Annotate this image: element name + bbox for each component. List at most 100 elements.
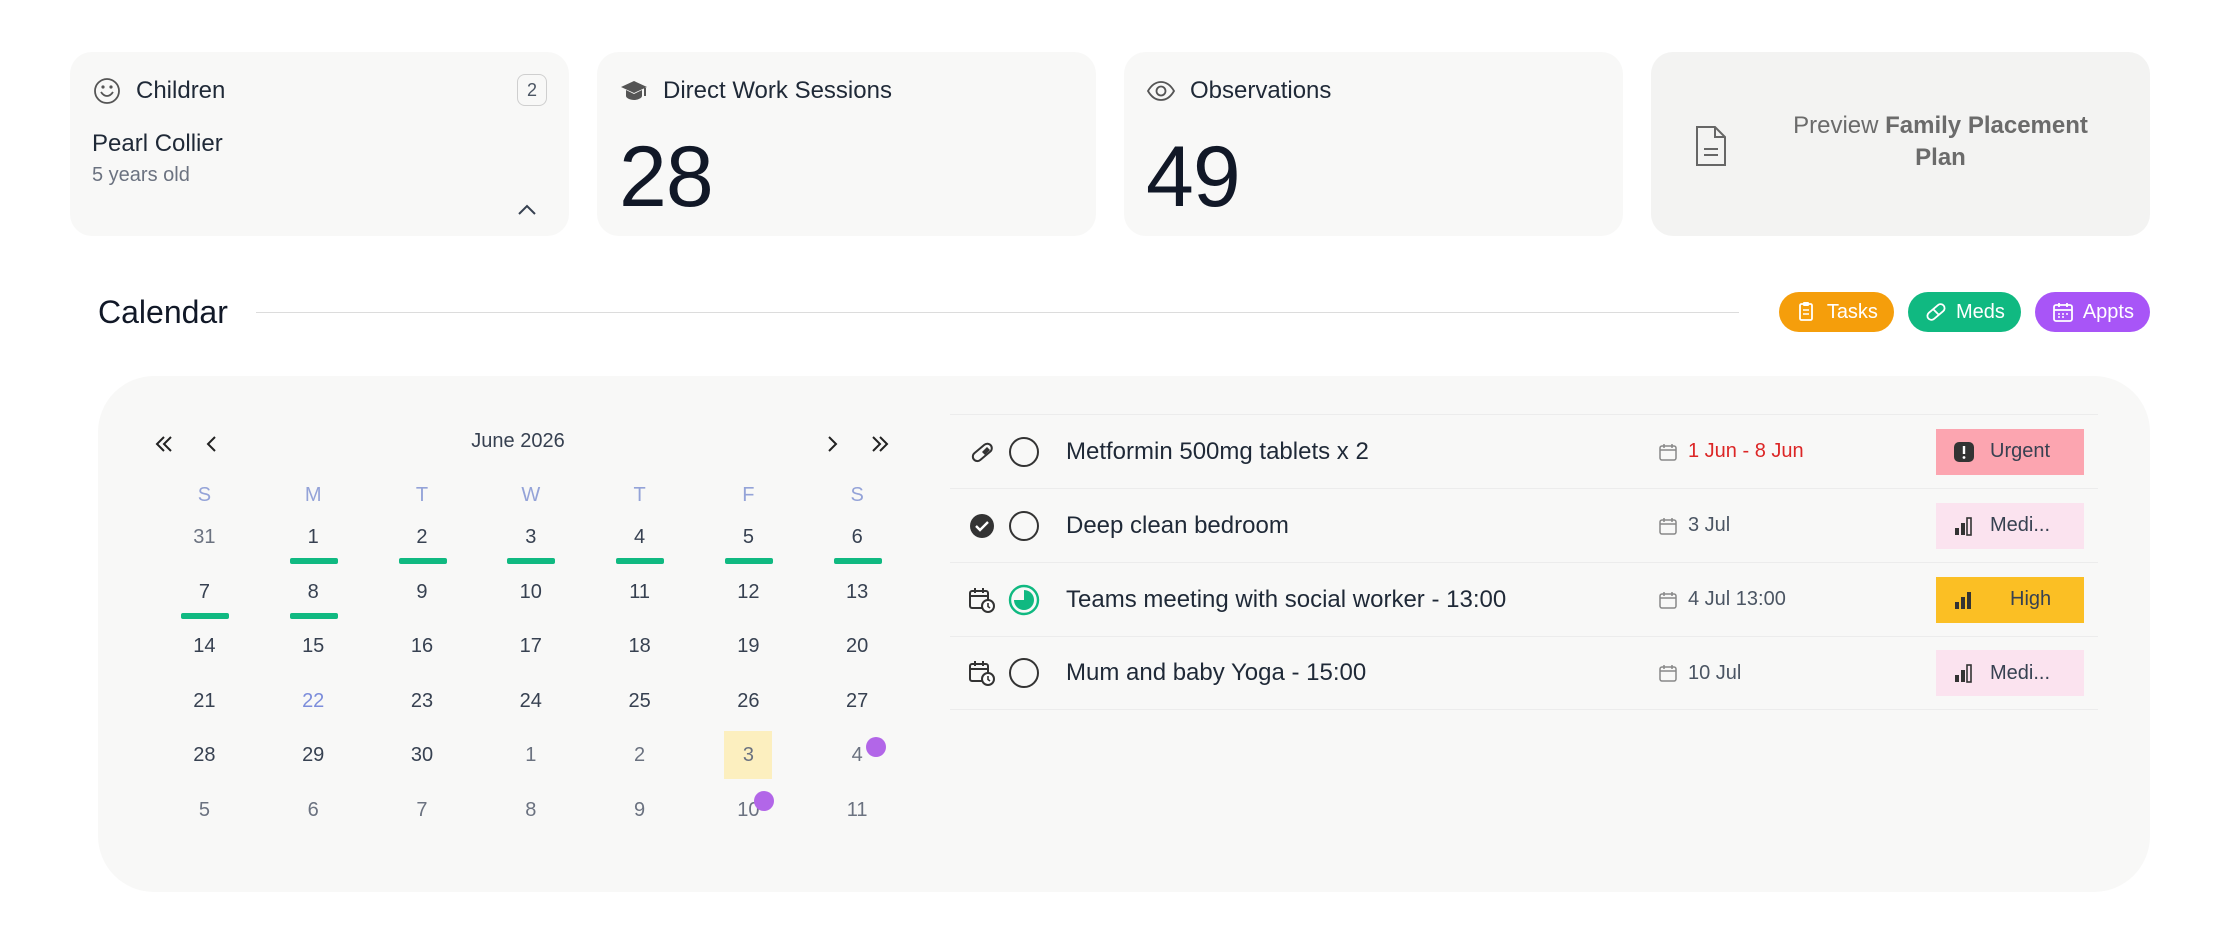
direct-work-sessions-card: Direct Work Sessions 28 [597,52,1096,236]
calendar-day[interactable]: 5 [694,520,803,575]
calendar-day[interactable]: 1 [259,520,368,575]
event-row[interactable]: Metformin 500mg tablets x 2 1 Jun - 8 Ju… [950,414,2098,488]
calendar-day[interactable]: 29 [259,738,368,793]
calendar-day[interactable]: 28 [150,738,259,793]
calendar-day[interactable]: 15 [259,629,368,684]
calendar-day[interactable]: 21 [150,684,259,739]
prev-month-icon[interactable] [198,430,226,458]
status-empty-circle-icon[interactable] [1008,657,1040,689]
calendar-day[interactable]: 8 [259,575,368,630]
calendar-day[interactable]: 19 [694,629,803,684]
child-icon [94,78,120,104]
divider [255,311,1739,313]
calendar-day[interactable]: 6 [803,520,912,575]
tasks-filter-button[interactable]: Tasks [1778,292,1894,332]
calendar-day[interactable]: 13 [803,575,912,630]
day-number: 7 [416,798,428,821]
priority-label: High [2010,588,2052,610]
month-label: June 2026 [471,430,565,452]
calendar-day[interactable]: 17 [476,629,585,684]
calendar-day[interactable]: 14 [150,629,259,684]
weekday-label: W [521,484,541,506]
calendar-day[interactable]: 5 [150,793,259,848]
calendar-day[interactable]: 16 [368,629,477,684]
children-card: Children 2 Pearl Collier 5 years old [70,52,569,236]
meds-marker [724,558,773,564]
calendar-day[interactable]: 11 [803,793,912,848]
calendar-day[interactable]: 3 [476,520,585,575]
calendar-day-today[interactable]: 22 [259,684,368,739]
chevron-up-icon[interactable] [515,198,539,222]
appts-filter-button[interactable]: Appts [2034,292,2150,332]
prev-year-icon[interactable] [150,430,178,458]
calendar-week: 21 22 23 24 25 26 27 [150,684,912,739]
day-number: 9 [416,580,428,603]
next-year-icon[interactable] [866,430,894,458]
day-number: 3 [525,526,537,548]
calendar-day[interactable]: 4 [585,520,694,575]
calendar-day[interactable]: 4 [803,737,912,793]
event-date-text: 3 Jul [1688,514,1731,536]
day-number: 1 [307,526,319,548]
calendar-day[interactable]: 10 [476,575,585,630]
day-number: 10 [519,580,542,603]
day-number: 20 [846,635,869,658]
day-number: 3 [724,731,773,780]
calendar-day-selected[interactable]: 3 [694,731,803,793]
sessions-card-header: Direct Work Sessions [619,76,892,106]
calendar-week: 5 6 7 8 9 10 11 [150,790,912,848]
clipboard-icon [1798,302,1813,321]
calendar-day[interactable]: 24 [476,684,585,739]
priority-label: Medi... [1990,661,2051,684]
meds-filter-button[interactable]: Meds [1907,292,2021,332]
day-number: 30 [410,744,434,767]
event-date-text: 1 Jun - 8 Jun [1688,440,1804,462]
priority-badge: Urgent [1936,428,2084,475]
day-number: 6 [851,526,863,548]
day-number: 22 [302,689,325,712]
signal-bars-icon [1955,664,1972,683]
calendar-day[interactable]: 6 [259,793,368,848]
calendar-day[interactable]: 9 [585,793,694,848]
calendar-day[interactable]: 2 [368,520,477,575]
event-date-text: 10 Jul [1688,661,1742,684]
calendar-day[interactable]: 23 [368,684,477,739]
calendar-day[interactable]: 1 [476,738,585,793]
weekday-label: S [850,484,864,506]
event-row[interactable]: Mum and baby Yoga - 15:00 10 Jul Medi... [950,636,2098,710]
calendar-day[interactable]: 31 [150,520,259,575]
calendar-day[interactable]: 25 [585,684,694,739]
calendar-day[interactable]: 7 [150,575,259,630]
calendar-day[interactable]: 11 [585,575,694,630]
calendar-day[interactable]: 27 [803,684,912,739]
day-number: 8 [307,580,319,603]
calendar-day[interactable]: 8 [476,793,585,848]
document-icon [1696,126,1726,166]
event-row[interactable]: Deep clean bedroom 3 Jul Medi... [950,488,2098,562]
preview-plan-card[interactable]: Preview Family Placement Plan [1651,52,2150,236]
day-number: 2 [416,526,428,548]
event-row[interactable]: Teams meeting with social worker - 13:00… [950,562,2098,636]
calendar-icon [2052,303,2073,322]
priority-label: Medi... [1990,514,2051,536]
calendar-day[interactable]: 7 [368,793,477,848]
preview-plan-name: Family Placement Plan [1885,112,2088,171]
meds-marker [289,612,338,619]
appts-filter-label: Appts [2082,300,2134,323]
calendar-day[interactable]: 26 [694,684,803,739]
status-empty-circle-icon[interactable] [1008,436,1040,468]
calendar-day[interactable]: 9 [368,575,477,630]
status-in-progress-icon[interactable] [1008,584,1040,616]
next-month-icon[interactable] [818,430,846,458]
calendar-day[interactable]: 10 [694,790,803,848]
day-number: 8 [525,798,537,821]
status-empty-circle-icon[interactable] [1008,510,1040,542]
event-date-text: 4 Jul 13:00 [1688,588,1786,610]
calendar-day[interactable]: 30 [368,738,477,793]
calendar-day[interactable]: 12 [694,575,803,630]
calendar-day[interactable]: 20 [803,629,912,684]
calendar-day[interactable]: 18 [585,629,694,684]
priority-label: Urgent [1990,440,2051,462]
calendar-day[interactable]: 2 [585,738,694,793]
event-date: 10 Jul [1658,662,1741,685]
